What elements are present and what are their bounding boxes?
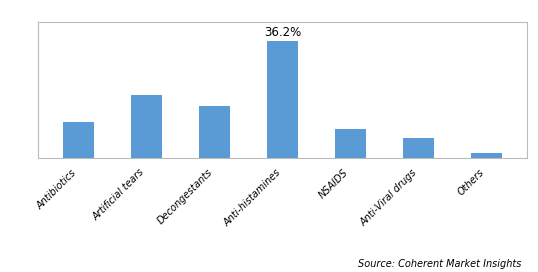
Bar (199, 106, 230, 158)
Bar (335, 129, 366, 158)
Bar (403, 138, 434, 158)
Bar (267, 41, 298, 158)
Text: 36.2%: 36.2% (264, 26, 301, 39)
Bar (63, 122, 94, 158)
Bar (471, 153, 502, 158)
Text: Source: Coherent Market Insights: Source: Coherent Market Insights (358, 259, 522, 269)
Bar (131, 95, 162, 158)
